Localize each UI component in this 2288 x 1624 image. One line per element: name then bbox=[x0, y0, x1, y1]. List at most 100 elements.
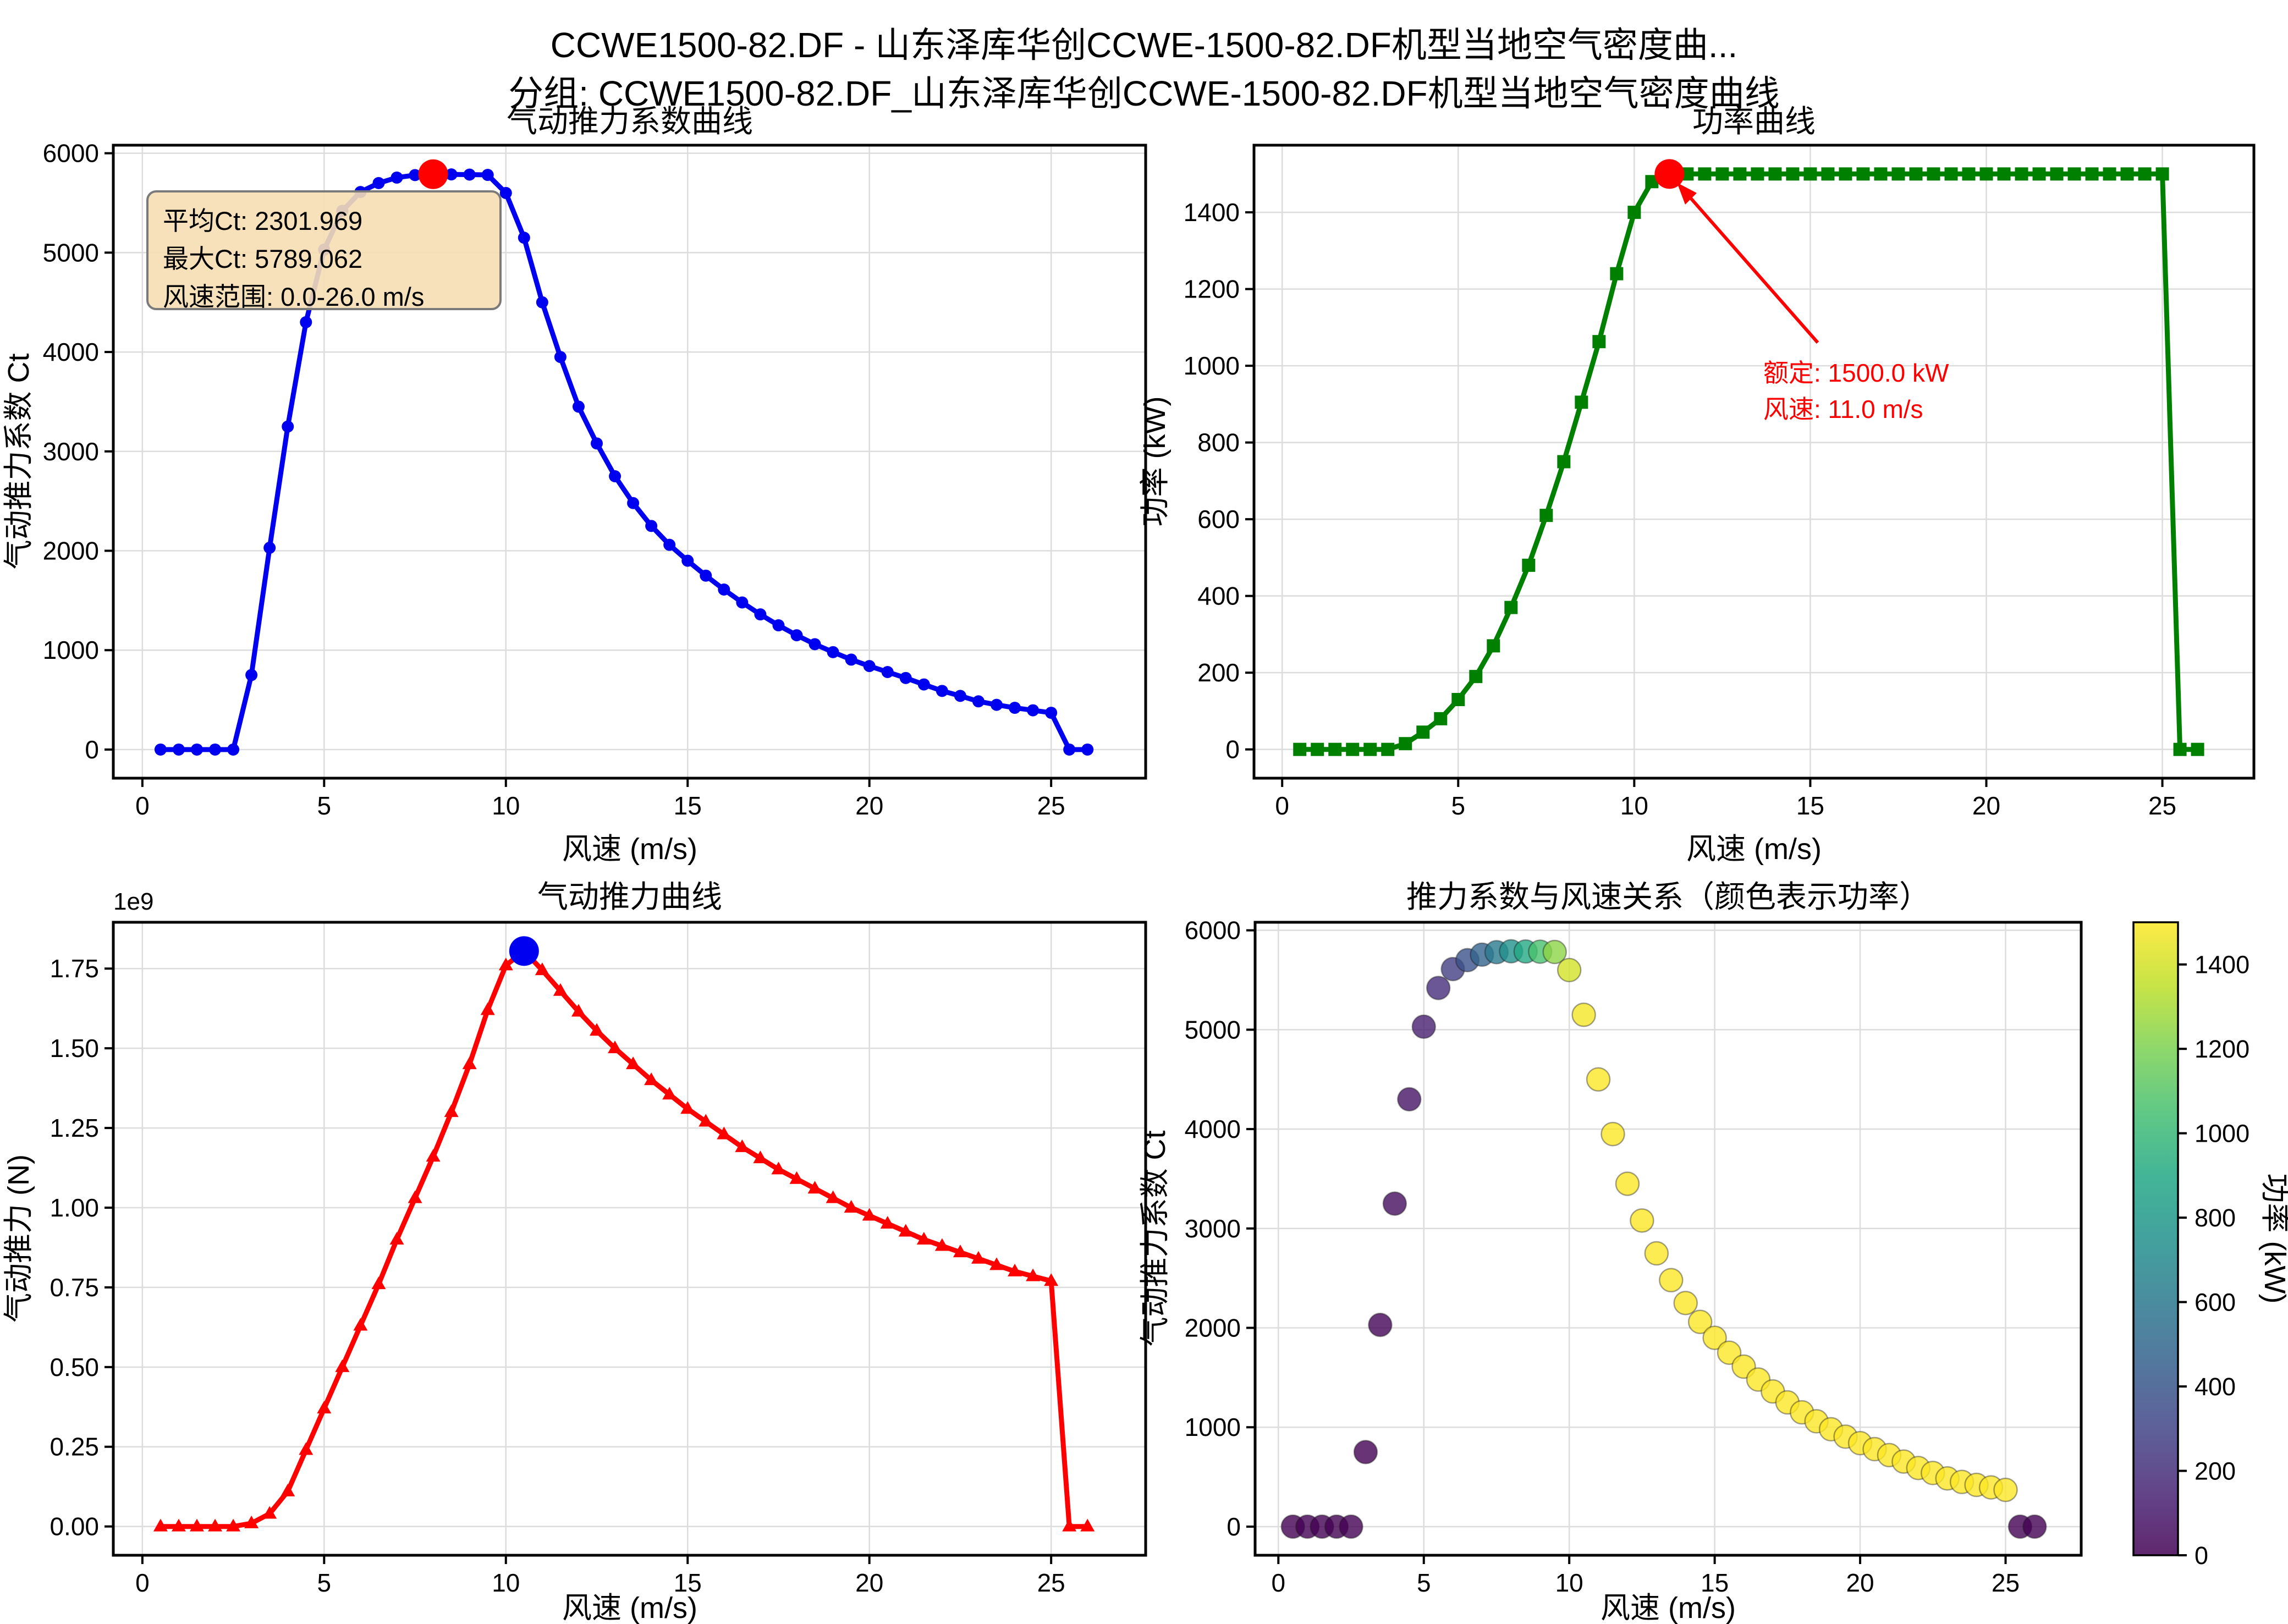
scatter-point bbox=[1644, 1241, 1669, 1266]
thrust_curve-marker bbox=[444, 1104, 459, 1117]
thrust_curve-marker bbox=[898, 1224, 913, 1237]
ct_curve-marker bbox=[536, 296, 548, 309]
thrust_curve-marker bbox=[916, 1231, 931, 1245]
thrust_curve-marker bbox=[608, 1041, 623, 1054]
thrust_curve-marker bbox=[953, 1245, 967, 1258]
y-tick-label: 2000 bbox=[1185, 1314, 1241, 1342]
colorbar-tick-label: 1200 bbox=[2194, 1035, 2250, 1063]
power_curve-marker bbox=[1715, 167, 1729, 181]
thrust_curve-marker bbox=[426, 1149, 441, 1162]
power_curve-marker bbox=[2050, 167, 2064, 181]
power_curve-marker bbox=[1698, 167, 1712, 181]
x-tick-label: 10 bbox=[1555, 1568, 1583, 1597]
power_curve-marker bbox=[1381, 742, 1395, 756]
thrust_curve-marker bbox=[299, 1442, 314, 1455]
colorbar-tick-label: 600 bbox=[2194, 1289, 2236, 1317]
ct_curve-marker bbox=[790, 629, 803, 642]
ct_curve-marker bbox=[391, 171, 403, 184]
y-tick-label: 3000 bbox=[43, 437, 99, 466]
thrust_curve-marker bbox=[408, 1190, 422, 1203]
thrust_curve-marker bbox=[789, 1171, 804, 1184]
scatter-point bbox=[1426, 976, 1451, 1000]
power_curve-marker bbox=[1416, 725, 1430, 739]
power_curve-marker bbox=[1504, 601, 1518, 614]
ct_curve-marker bbox=[609, 470, 622, 482]
thrust_curve-marker bbox=[626, 1056, 641, 1070]
ct_curve-marker bbox=[282, 420, 294, 433]
power_curve-marker bbox=[2085, 167, 2099, 181]
scatter-point bbox=[1673, 1291, 1698, 1315]
y-tick-label: 800 bbox=[1197, 428, 1240, 457]
power_curve-marker bbox=[2103, 167, 2116, 181]
y-tick-label: 600 bbox=[1197, 505, 1240, 533]
thrust_curve-marker bbox=[971, 1251, 986, 1264]
power-plot: 0 5 10 15 20 25 0 200 400 600 800 1000 1200 1400 功率曲线… bbox=[1138, 104, 2256, 866]
thrust-plot-xlabel: 风速 (m/s) bbox=[562, 1592, 697, 1624]
ct_curve-marker bbox=[881, 665, 894, 678]
ct_curve-highlight-dot bbox=[418, 159, 448, 189]
x-tick-label: 15 bbox=[1796, 791, 1824, 820]
power_curve-marker bbox=[1451, 692, 1465, 706]
ct_curve-marker bbox=[917, 678, 930, 691]
colorbar-tick-label: 200 bbox=[2194, 1457, 2236, 1485]
power_curve-marker bbox=[2138, 167, 2152, 181]
power_curve-marker bbox=[1363, 742, 1377, 756]
ct_curve-marker bbox=[572, 400, 585, 413]
thrust-plot: 0 5 10 15 20 25 0.00 0.25 0.50 0.75 1.00 1.25 1.50 1.… bbox=[2, 879, 1147, 1624]
thrust_curve-marker bbox=[590, 1023, 604, 1036]
ct_curve-marker bbox=[518, 232, 530, 244]
ct-stats-tooltip-box bbox=[146, 190, 502, 310]
y-tick-label: 1.50 bbox=[50, 1034, 99, 1063]
thrust-offset-label: 1e9 bbox=[113, 888, 153, 915]
power_curve-marker bbox=[2173, 742, 2187, 756]
power_curve-marker bbox=[1293, 742, 1307, 756]
x-tick-label: 25 bbox=[1992, 1568, 2020, 1597]
rated-annotation-line2: 风速: 11.0 m/s bbox=[1763, 395, 1923, 423]
x-tick-label: 15 bbox=[674, 1568, 702, 1597]
thrust_curve-marker bbox=[208, 1518, 223, 1532]
colorbar-outline bbox=[2132, 921, 2179, 1556]
y-tick-label: 0 bbox=[1226, 1512, 1241, 1541]
ct_curve-marker bbox=[154, 743, 167, 756]
thrust_curve-marker bbox=[498, 957, 513, 971]
scatter-point bbox=[1397, 1087, 1422, 1112]
thrust_curve-marker bbox=[1080, 1518, 1095, 1532]
power-plot-title: 功率曲线 bbox=[1692, 104, 1816, 139]
power_curve-marker bbox=[2015, 167, 2028, 181]
power_curve-axes: 0 5 10 15 20 25 0 200 400 600 800 1000 1200 1400 bbox=[1184, 144, 2256, 820]
ct_curve-marker bbox=[736, 596, 749, 609]
power_curve-marker bbox=[1891, 167, 1905, 181]
colorbar-tick-label: 1400 bbox=[2194, 951, 2250, 979]
thrust-plot-title: 气动推力曲线 bbox=[537, 879, 722, 914]
y-tick-label: 5000 bbox=[43, 238, 99, 267]
ct-stats-mean: 平均Ct: 2301.969 bbox=[163, 206, 362, 235]
power_curve-marker bbox=[2155, 167, 2169, 181]
power_curve-marker bbox=[1821, 167, 1835, 181]
thrust_curve-marker bbox=[462, 1056, 477, 1070]
ct_curve-marker bbox=[972, 695, 985, 708]
x-tick-label: 20 bbox=[1846, 1568, 1874, 1597]
ct_curve-marker bbox=[481, 169, 494, 181]
axes-spines bbox=[112, 144, 1147, 780]
thrust_curve-marker bbox=[753, 1150, 768, 1164]
x-tick-label: 5 bbox=[1451, 791, 1465, 820]
scatter-point bbox=[1717, 1340, 1742, 1365]
colorbar-tick-label: 800 bbox=[2194, 1204, 2236, 1232]
thrust_curve-marker bbox=[989, 1257, 1004, 1270]
thrust_curve-marker bbox=[171, 1518, 186, 1532]
power_curve-marker bbox=[1557, 455, 1571, 469]
colorbar-gradient bbox=[2133, 922, 2178, 1555]
thrust_curve-marker bbox=[480, 1002, 495, 1015]
power_curve-marker bbox=[1434, 712, 1448, 725]
power_curve-marker bbox=[1839, 167, 1852, 181]
thrust_curve-marker bbox=[389, 1231, 404, 1245]
ct_curve-axes: 0 5 10 15 20 25 0 1000 2000 3000 4000 5000 6000 bbox=[43, 139, 1147, 820]
scatter-plot: 0 5 10 15 20 25 0 1000 2000 3000 4000 5000 6000 推力系数… bbox=[1138, 879, 2083, 1624]
ct_curve-grid bbox=[113, 145, 1146, 778]
colorbar-tick-label: 1000 bbox=[2194, 1120, 2250, 1148]
ct_curve-marker bbox=[1027, 704, 1040, 717]
y-tick-label: 0.25 bbox=[50, 1433, 99, 1461]
power_curve-marker bbox=[1328, 742, 1342, 756]
axes-spines bbox=[1252, 144, 2256, 780]
thrust_curve-marker bbox=[280, 1483, 295, 1496]
